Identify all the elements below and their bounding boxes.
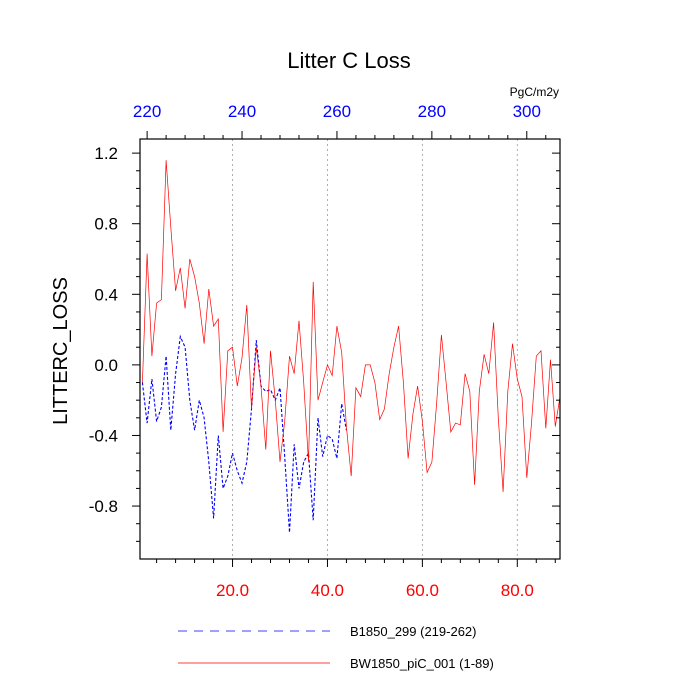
grid-lines <box>232 139 518 559</box>
axes: -0.8 -0.4 0.0 0.4 0.8 1.2 20.0 40.0 60.0 80.0 220 2… <box>89 102 561 600</box>
y-tick-label: 0.8 <box>94 215 118 234</box>
plot-frame <box>139 138 561 560</box>
legend-label-1: B1850_299 (219-262) <box>350 624 477 639</box>
series-line-1 <box>141 334 347 533</box>
y-tick-label: -0.8 <box>89 497 118 516</box>
legend-label-2: BW1850_piC_001 (1-89) <box>350 656 494 671</box>
y-tick-label: 0.0 <box>94 356 118 375</box>
x-top-tick-label: 260 <box>323 102 351 121</box>
x-top-tick-label: 220 <box>133 102 161 121</box>
legend: B1850_299 (219-262) BW1850_piC_001 (1-89) <box>178 624 494 671</box>
y-tick-label: 0.4 <box>94 285 118 304</box>
x-top-tick-label: 300 <box>513 102 541 121</box>
y-tick-label: 1.2 <box>94 144 118 163</box>
x-bottom-tick-label: 40.0 <box>311 581 344 600</box>
units-label: PgC/m2y <box>510 85 559 99</box>
x-bottom-tick-label: 60.0 <box>406 581 439 600</box>
x-bottom-tick-label: 20.0 <box>216 581 249 600</box>
x-top-tick-label: 240 <box>228 102 256 121</box>
data-series <box>141 160 561 533</box>
x-bottom-tick-label: 80.0 <box>501 581 534 600</box>
x-top-tick-label: 280 <box>418 102 446 121</box>
y-tick-label: -0.4 <box>89 426 118 445</box>
y-axis-label: LITTERC_LOSS <box>50 277 72 425</box>
chart-title: Litter C Loss <box>287 48 411 73</box>
series-line-2 <box>142 160 561 492</box>
